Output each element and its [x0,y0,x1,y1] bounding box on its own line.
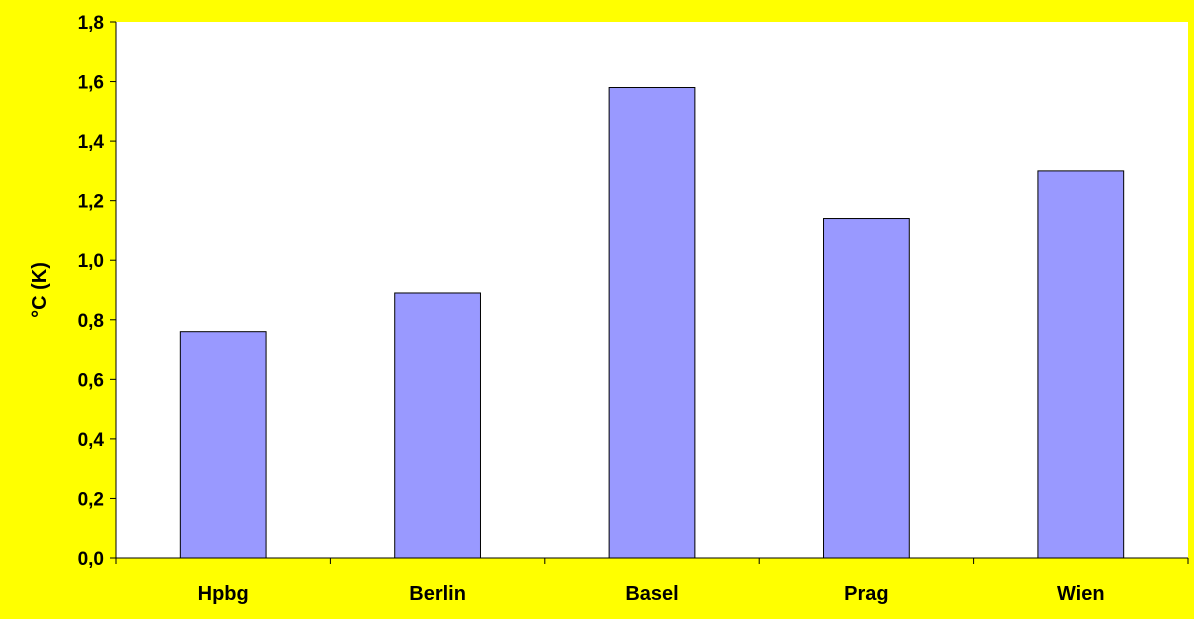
y-axis-title: °C (K) [29,262,51,318]
x-category-label: Wien [1057,583,1105,605]
bar-prag [823,218,910,559]
y-tick-label: 0,0 [78,549,104,570]
bar-hpbg [179,331,267,559]
y-axis-tick-labels: 0,0 0,2 0,4 0,6 0,8 1,0 1,2 1,4 1,6 1,8 [78,13,105,570]
y-tick-label: 1,6 [78,73,104,94]
bars [179,87,1125,559]
bar-basel [608,87,696,559]
y-tick-label: 0,8 [78,311,104,332]
bar-wien [1037,170,1125,559]
y-axis-ticks [110,21,116,559]
x-category-label: Basel [625,583,678,605]
y-tick-label: 1,0 [78,251,104,272]
x-category-label: Berlin [409,583,466,605]
y-tick-label: 1,2 [78,192,104,213]
y-tick-label: 0,4 [78,430,105,451]
bar-berlin [394,292,481,559]
x-category-label: Hpbg [198,583,249,605]
y-tick-label: 0,6 [78,370,104,391]
y-tick-label: 1,4 [78,132,105,153]
y-tick-label: 1,8 [78,13,104,34]
x-axis-category-labels: Hpbg Berlin Basel Prag Wien [198,583,1105,605]
y-tick-label: 0,2 [78,489,104,510]
x-axis-ticks [115,558,1189,564]
x-category-label: Prag [844,583,888,605]
